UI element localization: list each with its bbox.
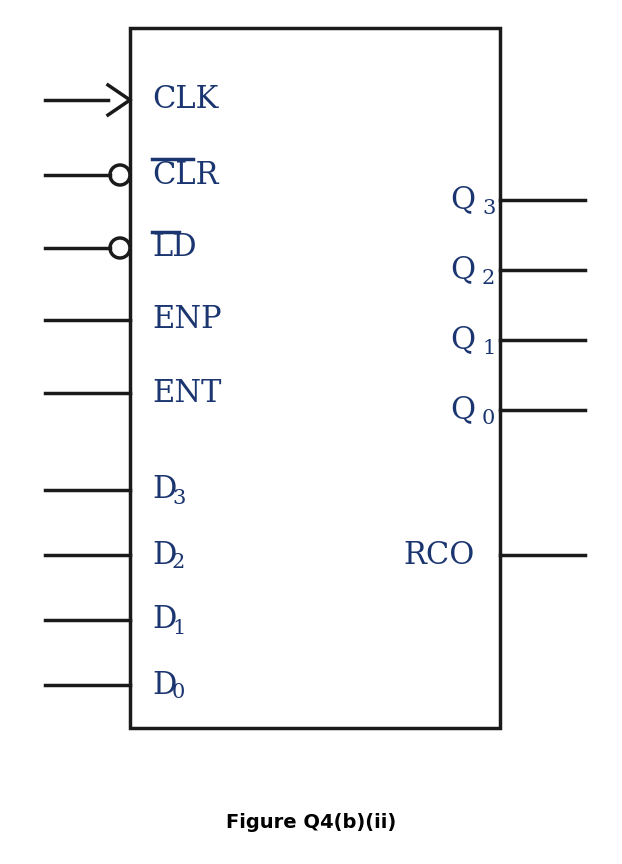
Text: LD: LD [152,232,197,264]
Text: CLR: CLR [152,160,218,190]
Text: ENP: ENP [152,304,221,335]
Text: ENT: ENT [152,378,221,409]
Text: 3: 3 [482,199,495,218]
Text: 2: 2 [482,269,495,288]
Text: 0: 0 [482,409,495,428]
Text: Figure Q4(b)(ii): Figure Q4(b)(ii) [226,813,396,832]
Text: D: D [152,539,177,570]
Text: 1: 1 [482,339,495,358]
Text: Q: Q [450,395,475,425]
Text: 1: 1 [172,619,185,638]
Text: D: D [152,474,177,505]
Text: CLK: CLK [152,85,218,116]
Text: D: D [152,670,177,701]
Text: Q: Q [450,325,475,355]
Bar [130,28,500,728]
Text: Q: Q [450,185,475,215]
Text: Q: Q [450,255,475,285]
Text: 0: 0 [172,683,185,702]
Text: RCO: RCO [404,539,475,570]
Text: 3: 3 [172,488,185,507]
Text: D: D [152,605,177,636]
Text: 2: 2 [172,554,185,573]
